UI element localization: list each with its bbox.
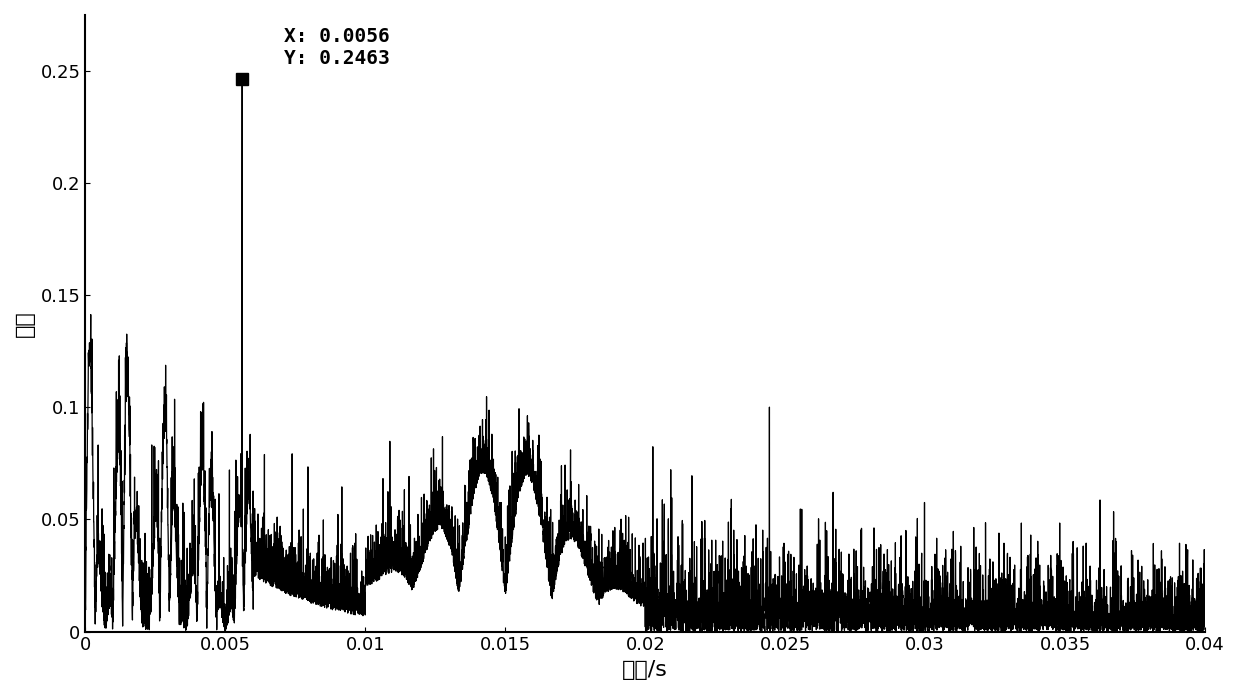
Text: X: 0.0056
Y: 0.2463: X: 0.0056 Y: 0.2463 xyxy=(284,27,389,68)
Y-axis label: 幅値: 幅値 xyxy=(15,310,35,336)
X-axis label: 时间/s: 时间/s xyxy=(622,660,668,680)
